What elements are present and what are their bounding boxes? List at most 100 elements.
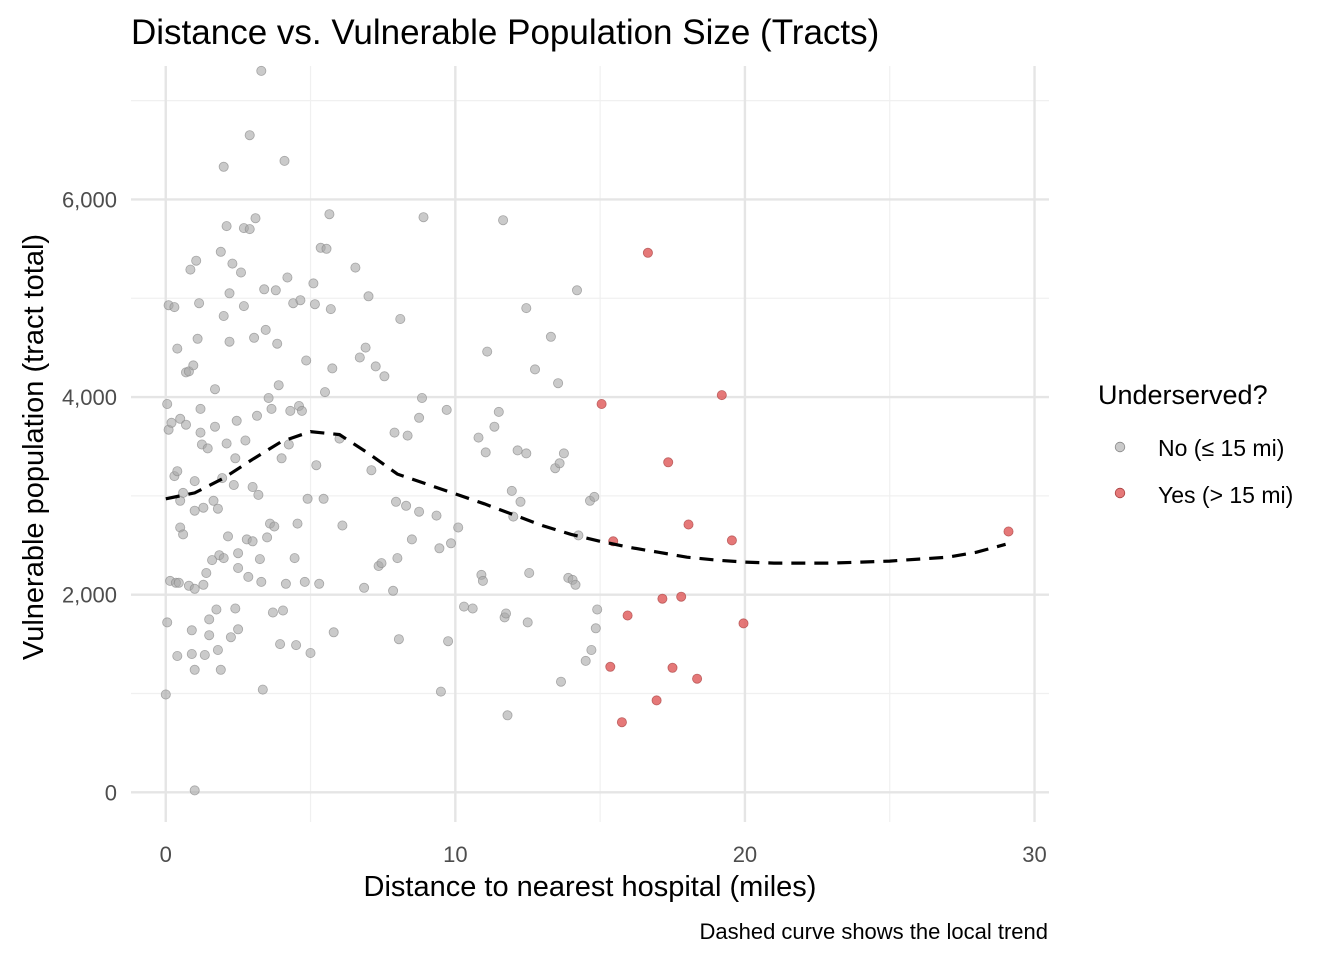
plot-area <box>131 65 1049 822</box>
legend-label-yes: Yes (> 15 mi) <box>1158 482 1293 508</box>
point-no <box>522 617 533 628</box>
point-no <box>166 417 177 428</box>
point-no <box>247 536 258 547</box>
point-no <box>435 686 446 697</box>
point-no <box>172 651 183 662</box>
point-no <box>204 630 215 641</box>
point-no <box>328 627 339 638</box>
point-no <box>204 614 215 625</box>
point-no <box>263 392 274 403</box>
point-no <box>169 302 180 313</box>
point-no <box>218 310 229 321</box>
point-no <box>257 684 268 695</box>
point-no <box>489 421 500 432</box>
point-no <box>592 604 603 615</box>
point-no <box>558 448 569 459</box>
point-no <box>350 262 361 273</box>
point-no <box>530 364 541 375</box>
point-yes <box>692 673 703 684</box>
point-yes <box>642 247 653 258</box>
point-no <box>586 645 597 656</box>
point-no <box>389 427 400 438</box>
point-no <box>572 285 583 296</box>
point-no <box>292 518 303 529</box>
point-no <box>395 313 406 324</box>
x-axis-ticks: 0 10 20 30 <box>160 842 1047 867</box>
point-no <box>366 465 377 476</box>
point-no <box>244 130 255 141</box>
point-no <box>416 392 427 403</box>
point-no <box>379 371 390 382</box>
point-yes <box>663 457 674 468</box>
point-no <box>554 458 565 469</box>
point-no <box>311 460 322 471</box>
point-yes <box>605 661 616 672</box>
point-no <box>192 333 203 344</box>
point-no <box>289 553 300 564</box>
point-no <box>500 608 511 619</box>
chart-title: Distance vs. Vulnerable Population Size … <box>131 13 879 52</box>
x-tick-label: 30 <box>1022 842 1046 867</box>
point-no <box>243 571 254 582</box>
point-no <box>556 676 567 687</box>
point-no <box>388 585 399 596</box>
point-no <box>199 650 210 661</box>
y-tick-label: 4,000 <box>62 385 117 410</box>
point-no <box>458 601 469 612</box>
point-no <box>280 578 291 589</box>
point-no <box>175 413 186 424</box>
point-no <box>270 285 281 296</box>
point-no <box>189 664 200 675</box>
point-no <box>434 543 445 554</box>
point-no <box>443 636 454 647</box>
point-no <box>249 332 260 343</box>
point-no <box>337 520 348 531</box>
legend-label-no: No (≤ 15 mi) <box>1158 435 1284 461</box>
trend-line <box>165 429 1007 565</box>
point-no <box>224 336 235 347</box>
point-no <box>209 421 220 432</box>
point-no <box>256 65 267 76</box>
point-no <box>512 445 523 456</box>
point-no <box>354 352 365 363</box>
point-no <box>477 575 488 586</box>
point-no <box>360 342 371 353</box>
point-no <box>272 338 283 349</box>
point-no <box>319 387 330 398</box>
point-no <box>267 607 278 618</box>
chart-caption: Dashed curve shows the local trend <box>699 919 1048 944</box>
point-no <box>392 553 403 564</box>
point-no <box>178 487 189 498</box>
point-no <box>225 632 236 643</box>
point-no <box>467 603 478 614</box>
y-axis-ticks: 0 2,000 4,000 6,000 <box>62 187 117 805</box>
legend: Underserved? No (≤ 15 mi) Yes (> 15 mi) <box>1098 380 1293 508</box>
legend-title: Underserved? <box>1098 380 1268 410</box>
point-no <box>406 534 417 545</box>
point-no <box>570 579 581 590</box>
point-yes <box>622 610 633 621</box>
point-yes <box>716 390 727 401</box>
point-no <box>521 303 532 314</box>
point-no <box>224 288 235 299</box>
point-no <box>393 634 404 645</box>
point-no <box>215 664 226 675</box>
point-no <box>185 264 196 275</box>
point-yes <box>657 593 668 604</box>
point-no <box>211 604 222 615</box>
point-no <box>493 406 504 417</box>
point-no <box>308 278 319 289</box>
point-no <box>285 405 296 416</box>
y-tick-label: 6,000 <box>62 187 117 212</box>
point-no <box>262 532 273 543</box>
point-no <box>318 493 329 504</box>
point-no <box>221 438 232 449</box>
point-no <box>327 363 338 374</box>
point-no <box>162 617 173 628</box>
point-no <box>180 419 191 430</box>
legend-key-yes <box>1114 487 1126 499</box>
point-no <box>282 272 293 283</box>
point-no <box>201 568 212 579</box>
point-no <box>402 430 413 441</box>
point-no <box>230 453 241 464</box>
